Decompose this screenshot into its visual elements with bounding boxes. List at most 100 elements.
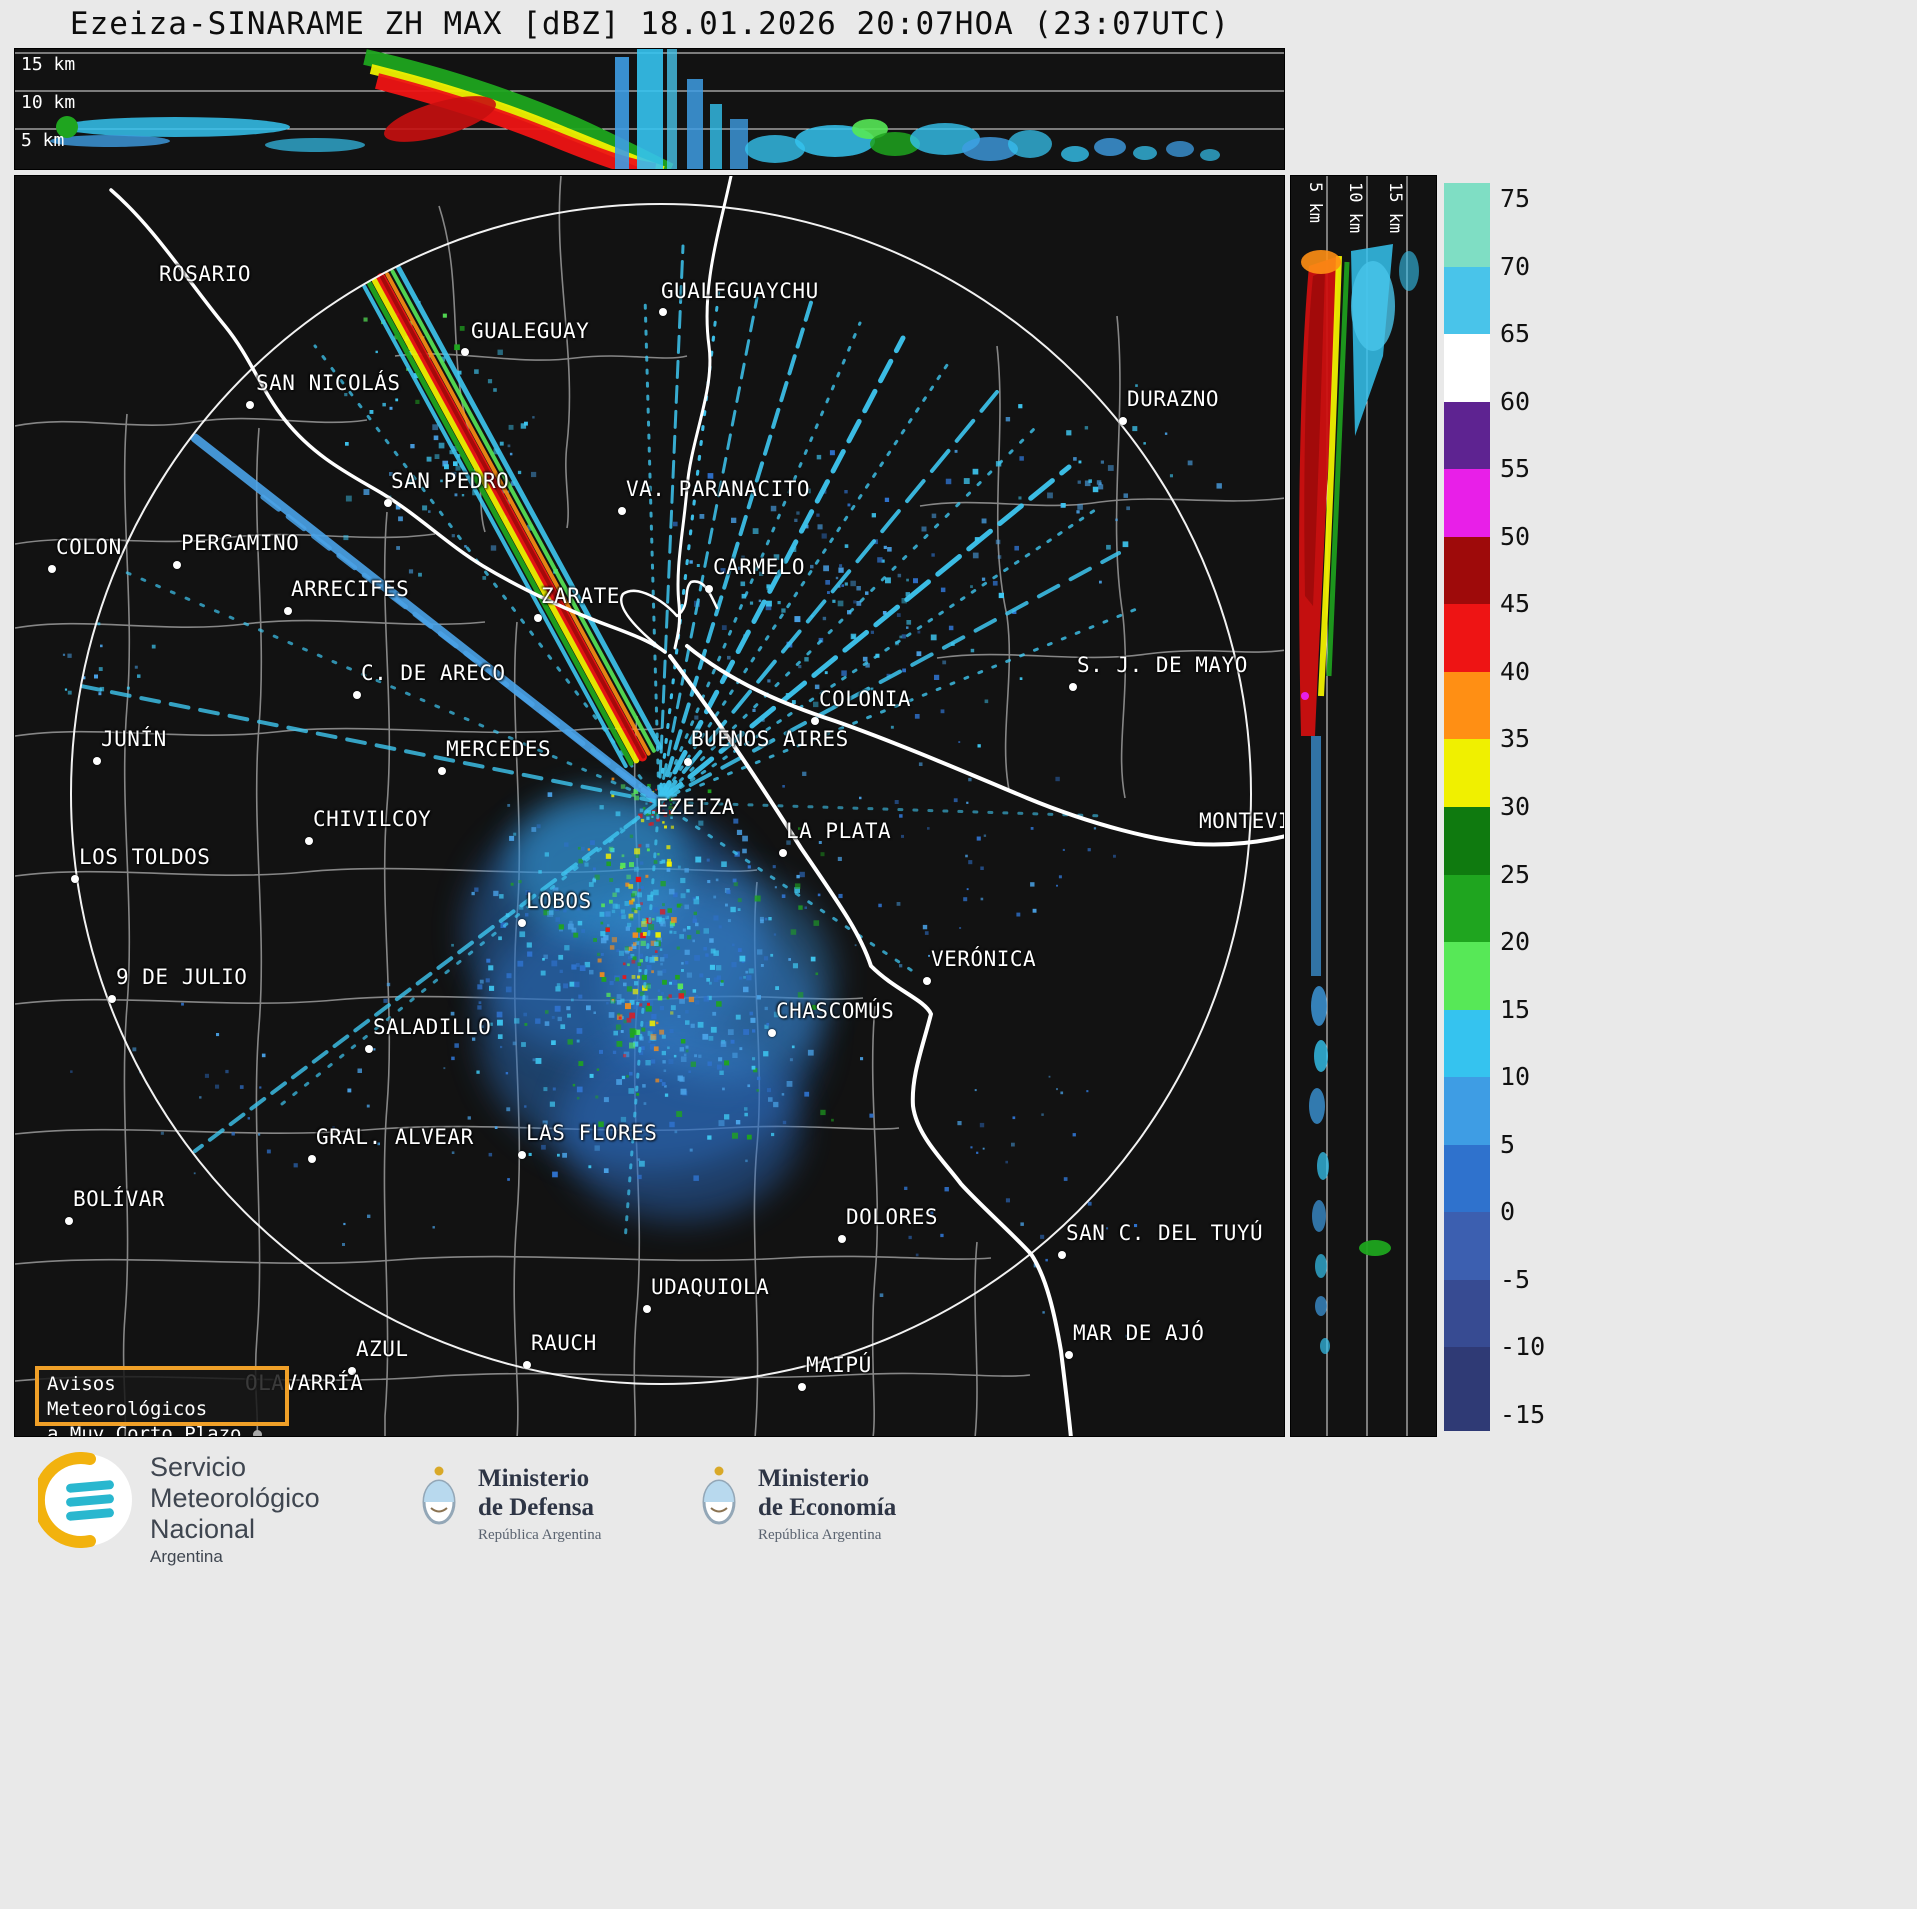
city-dot <box>643 1305 651 1313</box>
colorbar-segment <box>1444 671 1490 741</box>
side-cross-section-graphic <box>1299 176 1419 1436</box>
colorbar-segment <box>1444 1077 1490 1146</box>
city-dot <box>684 758 692 766</box>
city-label: MAIPÚ <box>806 1353 872 1377</box>
city-label: LOS TOLDOS <box>79 845 211 869</box>
economia-line1: Ministerio <box>758 1465 870 1492</box>
city-label: COLON <box>56 535 122 559</box>
city-label: GUALEGUAYCHU <box>661 279 819 303</box>
alert-box: Avisos Meteorológicos a Muy Corto Plazo <box>35 1366 289 1436</box>
city-label: CHIVILCOY <box>313 807 432 831</box>
map-overlay: ROSARIO GUALEGUAYCHU GUALEGUAY SAN NICOLÁS D… <box>15 176 1284 1436</box>
smn-text-line2: Meteorológico <box>150 1483 320 1513</box>
colorbar-segment <box>1444 1347 1490 1416</box>
colorbar-bar <box>1444 183 1490 1431</box>
colorbar-segment <box>1444 266 1490 335</box>
colorbar-tick-label: 25 <box>1500 859 1531 889</box>
city-dot <box>308 1155 316 1163</box>
city-dot <box>659 308 667 316</box>
city-dot <box>523 1361 531 1369</box>
city-label: ARRECIFES <box>291 577 410 601</box>
city-label: VERÓNICA <box>931 947 1037 971</box>
colorbar-segment <box>1444 604 1490 673</box>
colorbar-segment <box>1444 1212 1490 1281</box>
height-label-10km: 10 km <box>1345 182 1365 234</box>
radar-map-graphic <box>15 176 1284 1436</box>
city-dot <box>798 1383 806 1391</box>
city-label: GUALEGUAY <box>471 319 590 343</box>
radar-map-panel: ROSARIO GUALEGUAYCHU GUALEGUAY SAN NICOLÁS D… <box>14 175 1285 1437</box>
colorbar-tick-label: 5 <box>1500 1129 1516 1159</box>
colorbar-tick-label: 75 <box>1500 184 1531 213</box>
city-label: RAUCH <box>531 1331 597 1355</box>
colorbar-segment <box>1444 199 1490 268</box>
city-label: VA. PARANACITO <box>626 477 811 501</box>
defensa-line3: República Argentina <box>478 1527 602 1543</box>
city-dot <box>246 401 254 409</box>
city-dot <box>518 1151 526 1159</box>
city-label: SAN NICOLÁS <box>256 371 401 395</box>
city-label: AZUL <box>356 1337 409 1361</box>
colorbar-tick-label: 55 <box>1500 454 1531 484</box>
top-cross-section-graphic <box>15 49 1284 169</box>
height-label-5km: 5 km <box>21 130 65 151</box>
alert-line-1: Avisos Meteorológicos <box>47 1373 208 1420</box>
colorbar-tick-label: 50 <box>1500 521 1531 551</box>
colorbar-tick-label: 45 <box>1500 589 1531 619</box>
city-dot <box>284 607 292 615</box>
colorbar-tick-label: 40 <box>1500 656 1531 686</box>
city-dot <box>353 691 361 699</box>
argentina-coat-of-arms-icon <box>422 1466 456 1525</box>
city-label: CARMELO <box>713 555 806 579</box>
colorbar-tick-label: 30 <box>1500 792 1531 821</box>
economia-line3: República Argentina <box>758 1527 882 1543</box>
colorbar-tick-label: 10 <box>1500 1062 1531 1092</box>
city-dot <box>461 348 469 356</box>
city-dot <box>838 1235 846 1243</box>
colorbar-segment <box>1444 469 1490 538</box>
city-dot <box>305 837 313 845</box>
city-dot <box>108 995 116 1003</box>
city-label: S. J. DE MAYO <box>1077 653 1248 677</box>
city-dot <box>518 919 526 927</box>
colorbar-segment <box>1444 1415 1490 1431</box>
precipitation-echo-blobs <box>465 791 835 1221</box>
smn-logo-icon <box>38 1452 132 1548</box>
city-label: SAN C. DEL TUYÚ <box>1066 1221 1264 1245</box>
argentina-coat-of-arms-icon <box>702 1466 736 1525</box>
city-dot <box>1069 683 1077 691</box>
city-label: JUNÍN <box>101 727 167 751</box>
city-label: MAR DE AJÓ <box>1073 1321 1205 1345</box>
colorbar-tick-label: 65 <box>1500 319 1531 349</box>
side-cross-section-panel: 5 km 10 km 15 km <box>1290 175 1437 1437</box>
city-label: DURAZNO <box>1127 387 1220 411</box>
colorbar-tick-label: -10 <box>1500 1332 1546 1362</box>
city-dot <box>384 499 392 507</box>
smn-text-line3: Nacional <box>150 1514 256 1544</box>
city-dot <box>618 507 626 515</box>
city-dot <box>93 757 101 765</box>
city-label: LAS FLORES <box>526 1121 658 1145</box>
top-profile-echoes <box>50 49 1220 169</box>
colorbar-tick-label: 35 <box>1500 724 1531 754</box>
colorbar-ticks: 75 70 65 60 55 50 45 40 35 30 25 20 15 10 5 0 -5 -10 -15 <box>1500 183 1580 1431</box>
city-dot <box>71 875 79 883</box>
colorbar-tick-label: 70 <box>1500 251 1531 281</box>
city-label: GRAL. ALVEAR <box>316 1125 474 1149</box>
colorbar-segment <box>1444 334 1490 403</box>
city-dot <box>173 561 181 569</box>
city-label: CHASCOMÚS <box>776 999 895 1023</box>
alert-line-2: a Muy Corto Plazo <box>47 1422 277 1436</box>
city-label: LOBOS <box>526 889 592 913</box>
city-label: 9 DE JULIO <box>116 965 248 989</box>
city-label: PERGAMINO <box>181 531 300 555</box>
city-dot <box>705 585 713 593</box>
city-label: MERCEDES <box>446 737 552 761</box>
colorbar-tick-label: -5 <box>1500 1264 1531 1294</box>
smn-logo-block: Servicio Meteorológico Nacional Argentin… <box>38 1452 320 1567</box>
city-label: COLONIA <box>819 687 912 711</box>
colorbar-tick-label: 15 <box>1500 994 1531 1024</box>
city-label: UDAQUIOLA <box>651 1275 770 1299</box>
city-dot <box>48 565 56 573</box>
city-dot <box>811 717 819 725</box>
